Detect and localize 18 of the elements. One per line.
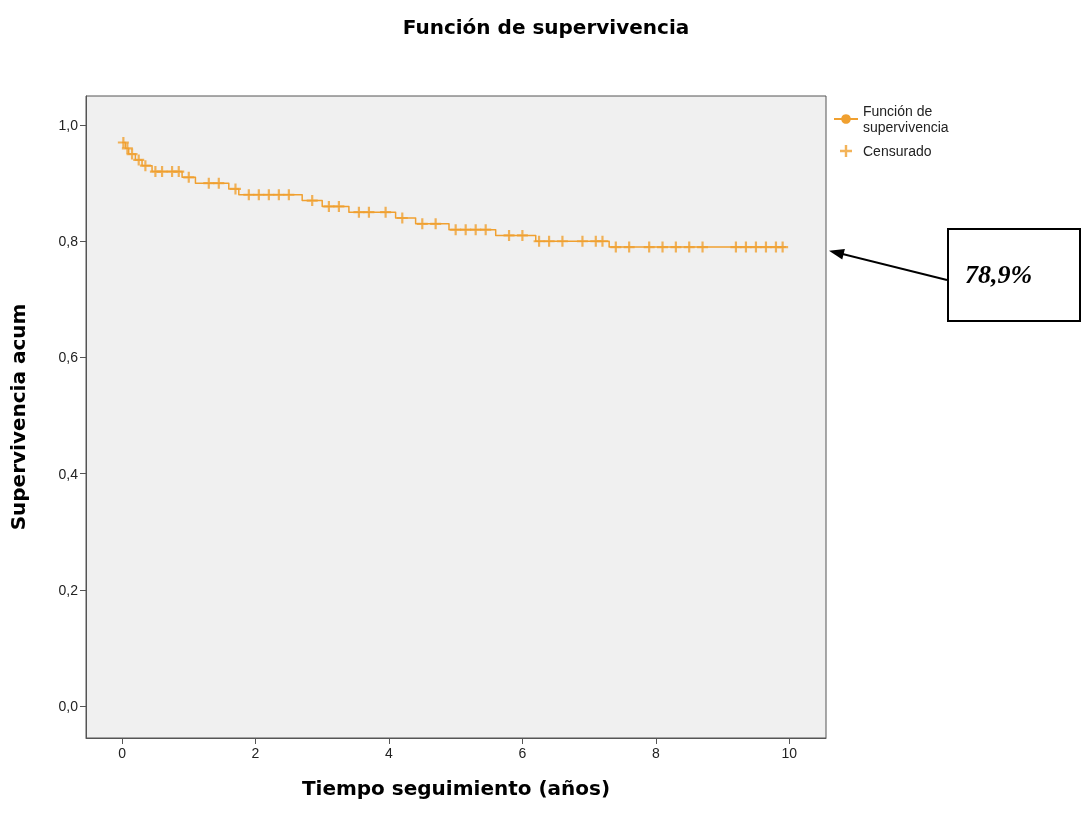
- x-tick-label: 6: [518, 745, 527, 761]
- y-tick-label: 0,2: [58, 581, 79, 598]
- x-axis-title: Tiempo seguimiento (años): [301, 776, 611, 800]
- x-tick-label: 10: [781, 745, 798, 761]
- legend-label: Censurado: [863, 143, 932, 159]
- chart-title: Función de supervivencia: [402, 15, 690, 39]
- legend-label: Función de supervivencia: [863, 103, 949, 135]
- y-tick-label: 0,6: [58, 349, 79, 366]
- y-axis-title: Supervivencia acum: [6, 303, 30, 531]
- y-tick-label: 0,4: [58, 465, 79, 482]
- y-tick-label: 0,0: [58, 698, 79, 715]
- x-tick-label: 4: [385, 745, 394, 761]
- x-tick-label: 8: [651, 745, 660, 761]
- y-tick-label: 0,8: [58, 233, 79, 250]
- text: 78,9%: [947, 228, 1081, 322]
- x-tick-label: 2: [251, 745, 260, 761]
- x-tick-label: 0: [118, 745, 127, 761]
- y-tick-label: 1,0: [58, 117, 79, 134]
